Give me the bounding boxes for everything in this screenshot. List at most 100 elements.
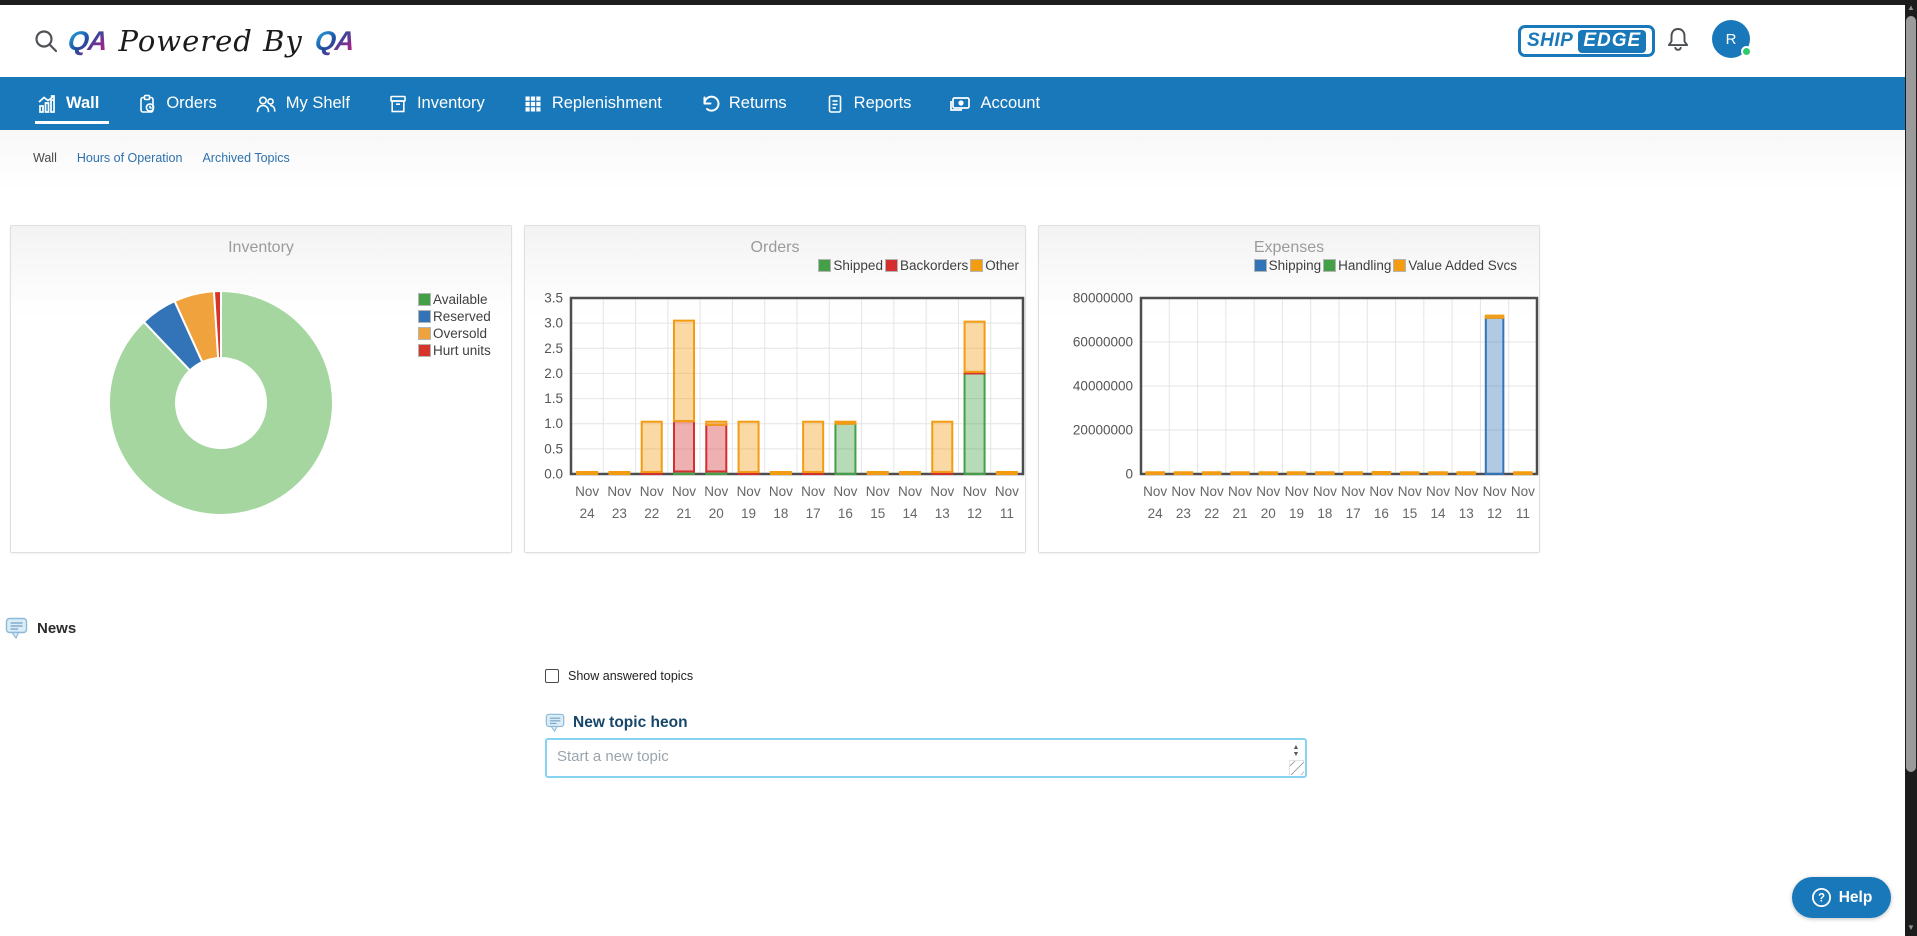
inventory-card-title: Inventory — [228, 239, 294, 256]
grid-icon — [525, 96, 541, 111]
legend-label: Hurt units — [433, 343, 491, 358]
bar-segment — [834, 420, 857, 425]
nav-item-returns[interactable]: Returns — [700, 94, 787, 114]
orders-icon — [140, 94, 155, 113]
nav-item-my-shelf[interactable]: My Shelf — [255, 94, 350, 114]
nav-item-wall[interactable]: Wall — [35, 94, 110, 124]
bar-segment — [705, 423, 728, 473]
bar-segment — [1399, 471, 1420, 476]
banknote-icon — [950, 96, 971, 111]
shipedge-ship-text: SHIP — [1527, 30, 1574, 51]
svg-text:23: 23 — [612, 506, 627, 521]
svg-text:Nov: Nov — [1511, 484, 1535, 499]
svg-text:17: 17 — [806, 506, 821, 521]
legend-label: Reserved — [433, 309, 491, 324]
search-icon[interactable] — [32, 27, 60, 55]
svg-text:Nov: Nov — [995, 484, 1019, 499]
qa-logo-left: QA — [66, 25, 109, 56]
svg-text:19: 19 — [741, 506, 756, 521]
field-spinner[interactable]: ▲ ▼ — [1288, 741, 1304, 761]
svg-text:Nov: Nov — [575, 484, 599, 499]
svg-text:12: 12 — [1487, 506, 1502, 521]
bar-segment — [672, 319, 696, 423]
legend-item: Handling — [1323, 258, 1393, 273]
orders-legend: Shipped Backorders Other — [818, 258, 1021, 273]
show-answered-checkbox[interactable] — [545, 669, 559, 683]
spinner-up-icon[interactable]: ▲ — [1292, 744, 1300, 751]
bar-segment — [834, 422, 857, 475]
svg-text:Nov: Nov — [1143, 484, 1167, 499]
bar-segment — [1484, 314, 1505, 319]
avatar-initial: R — [1725, 30, 1737, 48]
show-answered-row: Show answered topics — [545, 669, 693, 683]
svg-text:0: 0 — [1125, 467, 1133, 482]
legend-item: Reserved — [418, 309, 493, 324]
browser-top-strip — [0, 0, 1917, 5]
svg-text:Nov: Nov — [1341, 484, 1365, 499]
help-button[interactable]: ? Help — [1792, 877, 1891, 918]
svg-text:13: 13 — [935, 506, 950, 521]
nav-item-reports[interactable]: Reports — [825, 94, 911, 114]
breadcrumb-wall[interactable]: Wall — [33, 151, 57, 165]
svg-text:20: 20 — [1261, 506, 1276, 521]
svg-text:11: 11 — [1000, 506, 1014, 521]
wall-chart-icon — [38, 94, 55, 113]
svg-text:Nov: Nov — [607, 484, 631, 499]
bar-segment — [963, 320, 986, 373]
bar-segment — [1315, 471, 1335, 476]
undo-arrow-icon — [703, 95, 720, 112]
svg-text:Nov: Nov — [1200, 484, 1224, 499]
svg-text:Nov: Nov — [672, 484, 696, 499]
svg-text:Nov: Nov — [1398, 484, 1422, 499]
vertical-scrollbar[interactable]: ▲ ▼ — [1905, 0, 1917, 936]
svg-text:22: 22 — [1204, 506, 1219, 521]
donut-slice-available — [108, 290, 334, 516]
new-topic-header: New topic heon — [545, 713, 688, 733]
svg-text:18: 18 — [773, 506, 788, 521]
bar-segment — [963, 372, 986, 475]
svg-text:Nov: Nov — [963, 484, 987, 499]
svg-text:?: ? — [1818, 893, 1825, 905]
svg-text:Nov: Nov — [1256, 484, 1280, 499]
donut-slice-hurt-units — [212, 290, 222, 360]
bar-segment — [1230, 471, 1250, 476]
nav-label: Replenishment — [551, 94, 662, 112]
nav-label: Wall — [66, 94, 100, 112]
nav-item-account[interactable]: Account — [949, 94, 1040, 114]
nav-item-orders[interactable]: Orders — [137, 94, 217, 114]
news-section-header: News — [5, 617, 76, 640]
bar-segment — [931, 420, 954, 473]
legend-swatch — [1323, 259, 1337, 272]
svg-text:60000000: 60000000 — [1073, 335, 1133, 350]
breadcrumb-hours-of-operation[interactable]: Hours of Operation — [76, 151, 183, 165]
scroll-down-icon[interactable]: ▼ — [1907, 923, 1915, 932]
new-topic-input[interactable] — [547, 740, 1289, 776]
legend-swatch — [884, 259, 898, 272]
legend-item: Hurt units — [418, 343, 493, 358]
svg-text:Nov: Nov — [866, 484, 890, 499]
legend-item: Value Added Svcs — [1393, 258, 1519, 273]
nav-item-replenishment[interactable]: Replenishment — [523, 94, 662, 114]
spinner-down-icon[interactable]: ▼ — [1292, 751, 1300, 758]
app-header: QA Powered By QA SHIP EDGE R — [0, 5, 1905, 77]
breadcrumb-archived-topics[interactable]: Archived Topics — [202, 151, 290, 165]
svg-text:17: 17 — [1346, 506, 1361, 521]
scroll-up-icon[interactable]: ▲ — [1907, 3, 1915, 12]
bar-segment — [576, 470, 599, 475]
nav-item-inventory[interactable]: Inventory — [388, 94, 485, 114]
expenses-card-title: Expenses — [1253, 239, 1325, 256]
resize-grip[interactable] — [1289, 760, 1304, 775]
user-avatar[interactable]: R — [1712, 20, 1752, 58]
scrollbar-thumb[interactable] — [1906, 16, 1916, 772]
legend-swatch — [418, 310, 431, 323]
orders-card-title: Orders — [750, 239, 800, 256]
nav-label: Account — [980, 94, 1041, 112]
svg-text:13: 13 — [1459, 506, 1474, 521]
svg-text:15: 15 — [1402, 506, 1417, 521]
expenses-bar-chart: 0 20000000 40000000 60000000 80000000 Nov 24 No… — [1073, 291, 1539, 521]
inventory-box-icon — [390, 95, 406, 112]
svg-text:1.0: 1.0 — [544, 416, 563, 431]
notifications-bell-icon[interactable] — [1664, 25, 1694, 57]
svg-text:24: 24 — [1148, 506, 1164, 521]
svg-text:21: 21 — [1232, 506, 1247, 521]
